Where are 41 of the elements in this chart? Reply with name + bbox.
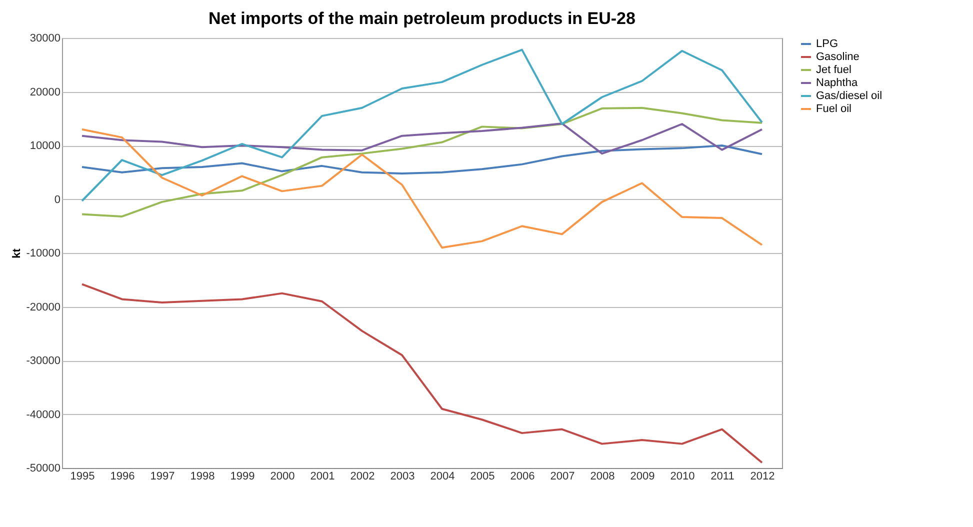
- x-tick-label: 2009: [630, 470, 655, 482]
- chart-title: Net imports of the main petroleum products in EU-28: [208, 9, 636, 28]
- x-tick-label: 2010: [670, 470, 695, 482]
- line-series: [81, 106, 763, 218]
- y-tick-label: 30000: [30, 32, 60, 44]
- y-tick-label: -30000: [26, 355, 60, 367]
- legend-label: Gas/diesel oil: [816, 90, 882, 102]
- legend-label: Naphtha: [816, 77, 858, 89]
- legend-label: Gasoline: [816, 51, 860, 63]
- y-tick-label: -10000: [26, 248, 60, 260]
- x-tick-label: 2011: [710, 470, 734, 482]
- x-tick-label: 1996: [110, 470, 135, 482]
- x-tick-label: 2006: [510, 470, 535, 482]
- y-tick-label: 10000: [30, 140, 60, 152]
- line-series: [81, 144, 763, 174]
- legend-label: LPG: [816, 38, 838, 50]
- line-series: [81, 128, 763, 249]
- x-tick-label: 1999: [230, 470, 255, 482]
- line-series: [81, 283, 763, 464]
- line-series: [81, 48, 763, 202]
- x-tick-label: 2003: [390, 470, 415, 482]
- x-tick-label: 2007: [550, 470, 575, 482]
- y-axis-title: kt: [11, 248, 24, 258]
- x-tick-label: 2001: [310, 470, 335, 482]
- x-tick-label: 2002: [350, 470, 375, 482]
- x-tick-label: 2004: [430, 470, 455, 482]
- x-tick-label: 2012: [750, 470, 775, 482]
- legend-label: Fuel oil: [816, 103, 852, 115]
- y-tick-label: -40000: [26, 408, 60, 421]
- legend-label: Jet fuel: [816, 64, 852, 76]
- x-tick-label: 2005: [470, 470, 495, 482]
- x-tick-label: 2000: [270, 470, 295, 482]
- y-tick-label: -20000: [26, 301, 60, 314]
- line-series: [81, 122, 763, 155]
- x-tick-label: 1998: [190, 470, 215, 482]
- x-tick-label: 1997: [150, 470, 175, 482]
- y-tick-label: 0: [54, 194, 60, 206]
- x-tick-label: 2008: [590, 470, 615, 482]
- x-tick-label: 1995: [70, 470, 95, 482]
- y-tick-label: -50000: [26, 462, 60, 474]
- y-tick-label: 20000: [30, 86, 60, 98]
